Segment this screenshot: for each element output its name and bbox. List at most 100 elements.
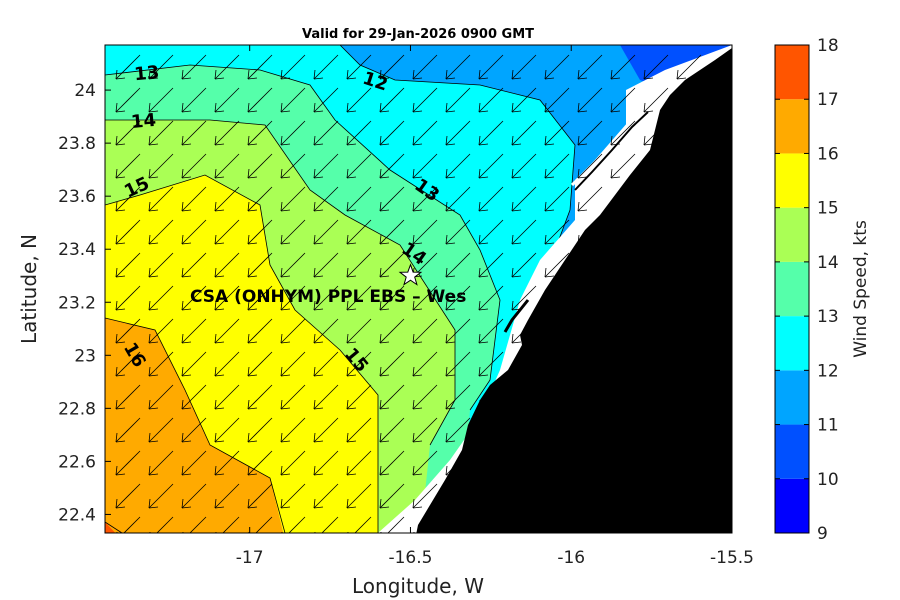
wind-arrow [478, 351, 504, 377]
wind-arrow [445, 153, 471, 179]
wind-arrow [181, 483, 207, 509]
wind-arrow [379, 318, 405, 344]
wind-arrow [214, 285, 240, 311]
wind-arrow [214, 87, 240, 113]
wind-arrow [412, 318, 438, 344]
wind-arrow [247, 153, 273, 179]
wind-arrow [280, 186, 306, 212]
wind-arrow [412, 153, 438, 179]
wind-arrow [280, 87, 306, 113]
wind-arrow [347, 516, 372, 533]
wind-arrow [577, 186, 603, 212]
wind-arrow [544, 285, 570, 311]
wind-arrow [181, 54, 207, 80]
colorbar-tick-label: 12 [817, 361, 839, 381]
wind-arrow [346, 351, 372, 377]
wind-arrow [445, 483, 471, 509]
wind-arrow [676, 252, 702, 278]
wind-arrow [313, 417, 339, 443]
wind-arrow [709, 122, 732, 146]
wind-arrow [610, 285, 636, 311]
wind-arrow [214, 318, 240, 344]
wind-arrow [412, 285, 438, 311]
wind-arrow [247, 252, 273, 278]
wind-arrow [676, 483, 702, 509]
wind-arrow [445, 450, 471, 476]
wind-arrow [478, 285, 504, 311]
wind-arrow [577, 351, 603, 377]
wind-arrow [148, 417, 174, 443]
wind-arrow [610, 219, 636, 245]
y-tick-label: 22.8 [58, 399, 96, 419]
wind-arrow [710, 518, 732, 533]
colorbar-band [775, 45, 809, 100]
wind-arrow [544, 87, 570, 113]
colorbar-band [775, 99, 809, 154]
wind-arrow [115, 252, 141, 278]
wind-arrow [544, 450, 570, 476]
wind-arrow [511, 384, 537, 410]
wind-arrow [610, 120, 636, 146]
wind-arrow [478, 450, 504, 476]
wind-arrow [676, 54, 702, 80]
x-tick-label: -17 [236, 548, 264, 568]
wind-arrow [544, 483, 570, 509]
colorbar: 9 10 11 12 13 14 15 16 17 18 [774, 36, 839, 544]
wind-arrow [478, 153, 504, 179]
wind-arrow [281, 516, 306, 533]
wind-arrow [182, 516, 207, 533]
wind-arrow [709, 320, 732, 344]
wind-arrow [709, 452, 732, 476]
wind-arrow [577, 417, 603, 443]
wind-arrow [313, 120, 339, 146]
wind-arrow [214, 351, 240, 377]
wind-arrow [610, 318, 636, 344]
wind-arrow [280, 351, 306, 377]
wind-arrow [709, 254, 732, 278]
plot-frame [104, 44, 733, 534]
wind-arrow [148, 219, 174, 245]
wind-arrow [709, 155, 732, 179]
wind-arrow [412, 483, 438, 509]
wind-arrow [545, 516, 570, 533]
wind-arrow [379, 153, 405, 179]
wind-arrow [181, 450, 207, 476]
wind-arrow [116, 516, 141, 533]
wind-arrow [610, 153, 636, 179]
wind-arrow [280, 450, 306, 476]
wind-arrow [379, 351, 405, 377]
x-tick-label: -16.5 [388, 548, 432, 568]
wind-arrow [445, 120, 471, 146]
wind-arrow [380, 516, 405, 533]
wind-arrow [115, 186, 141, 212]
wind-arrow [544, 219, 570, 245]
wind-arrow [709, 353, 732, 377]
wind-arrow [709, 419, 732, 443]
wind-arrow [643, 54, 669, 80]
wind-arrow [313, 351, 339, 377]
wind-arrow [478, 417, 504, 443]
wind-arrow [478, 252, 504, 278]
wind-arrow [149, 516, 174, 533]
wind-arrow [247, 483, 273, 509]
wind-arrow [544, 252, 570, 278]
wind-arrow [677, 516, 702, 533]
colorbar-tick-label: 18 [817, 36, 839, 56]
wind-arrow [610, 483, 636, 509]
wind-arrow [544, 120, 570, 146]
wind-arrow [247, 417, 273, 443]
wind-arrow [379, 285, 405, 311]
wind-arrow [346, 483, 372, 509]
wind-arrow [346, 87, 372, 113]
wind-arrow [478, 120, 504, 146]
wind-arrow [280, 252, 306, 278]
wind-arrow [445, 219, 471, 245]
wind-arrow [577, 120, 603, 146]
wind-arrow [643, 153, 669, 179]
wind-arrow [709, 188, 732, 212]
wind-arrow [214, 417, 240, 443]
y-tick-label: 23.2 [58, 293, 96, 313]
wind-arrow [412, 417, 438, 443]
